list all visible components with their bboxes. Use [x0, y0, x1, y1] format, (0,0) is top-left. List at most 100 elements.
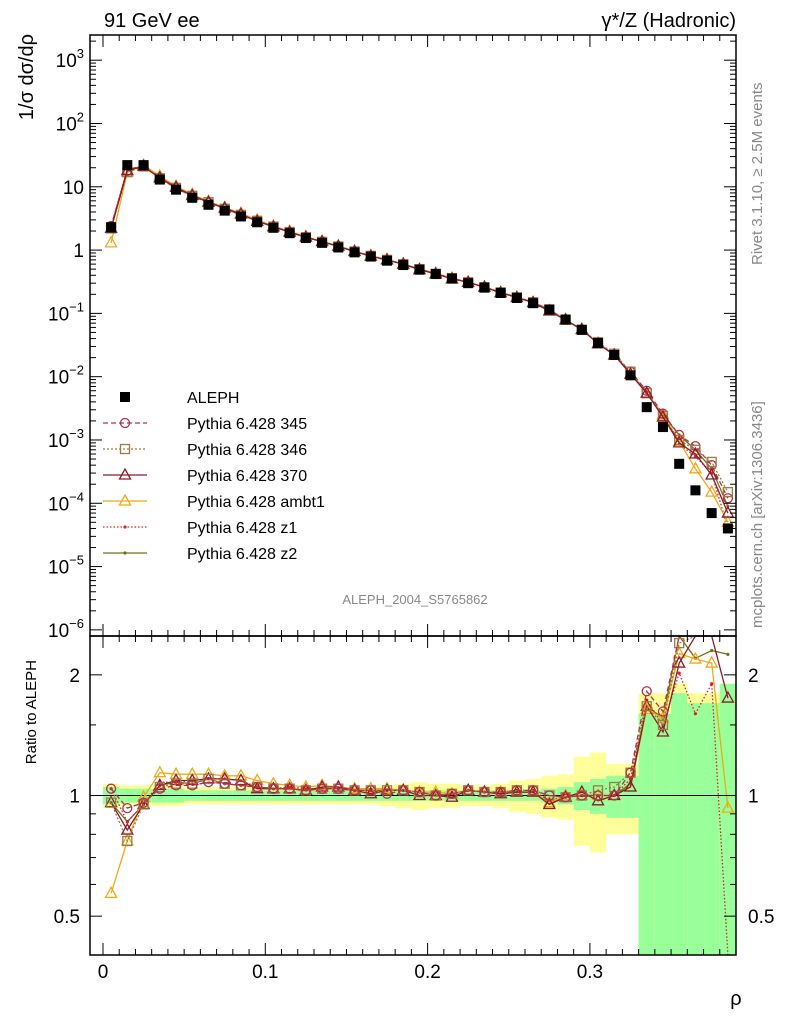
ratio-point-p370: [445, 789, 459, 802]
point-data: [641, 402, 652, 413]
ratio-point-p345: [105, 783, 117, 794]
y-tick-label: 10−3: [48, 426, 84, 452]
ratio-plot-series: [104, 634, 735, 956]
ratio-point-p345: [527, 785, 539, 796]
y-tick-label: 102: [56, 109, 84, 135]
ratio-point-p345: [576, 790, 587, 801]
ratio-point-p370: [510, 784, 524, 797]
point-data: [171, 184, 182, 195]
y-tick-label: 10−6: [48, 616, 84, 642]
point-data: [495, 287, 506, 298]
ratio-point-p345: [414, 786, 425, 798]
point-ambt1: [705, 484, 719, 497]
point-p370: [640, 385, 654, 398]
point-ambt1: [672, 434, 686, 447]
y-tick-label: 10: [63, 178, 84, 199]
point-ambt1: [104, 235, 118, 248]
ratio-point-p346: [122, 835, 133, 847]
point-data: [122, 160, 133, 171]
ratio-point-ambt1: [234, 768, 248, 781]
ratio-point-z1: [710, 682, 714, 686]
ratio-point-z1: [288, 785, 292, 789]
ratio-point-p345: [203, 776, 214, 788]
ratio-y-tick-label-right: 2: [748, 666, 759, 687]
ratio-point-p345: [544, 790, 555, 801]
ratio-point-p345: [122, 802, 133, 814]
point-data: [268, 222, 279, 233]
point-data: [706, 508, 717, 519]
point-data: [349, 247, 360, 258]
ratio-point-ambt1: [688, 651, 703, 664]
main-plot-series: [104, 157, 735, 534]
ratio-point-p370: [721, 690, 735, 703]
ratio-point-p370: [120, 822, 134, 835]
point-p370: [688, 446, 703, 459]
ratio-point-p345: [316, 783, 328, 794]
point-p370: [705, 467, 719, 480]
ratio-y-tick-label: 0.5: [54, 907, 80, 928]
band-inner-bin: [703, 703, 720, 955]
legend-label-ambt1: Pythia 6.428 ambt1: [187, 494, 325, 511]
point-ambt1: [688, 461, 703, 474]
ratio-point-ambt1: [640, 702, 654, 715]
ratio-point-p345: [284, 783, 295, 794]
point-data: [657, 422, 668, 433]
x-tick-label: 0.1: [252, 962, 278, 983]
analysis-watermark: ALEPH_2004_S5765862: [342, 592, 487, 607]
ratio-line-z1: [110, 671, 729, 956]
ratio-point-ambt1: [656, 710, 670, 723]
ratio-point-ambt1: [364, 781, 378, 794]
point-data: [690, 485, 701, 496]
ratio-y-tick-label-right: 0.5: [748, 907, 774, 928]
ratio-point-p345: [592, 790, 604, 801]
ratio-point-p345: [349, 785, 360, 796]
series-line-p370: [110, 165, 729, 514]
x-axis-label: ρ: [730, 988, 741, 1010]
ratio-point-p370: [623, 779, 638, 792]
point-data: [252, 217, 263, 228]
ratio-point-z1: [693, 712, 698, 716]
ratio-point-z1: [304, 787, 308, 791]
ratio-point-p345: [657, 706, 669, 717]
point-data: [609, 350, 620, 361]
point-data: [382, 255, 393, 266]
ratio-point-p345: [170, 780, 182, 791]
point-data: [560, 314, 571, 325]
ratio-point-p370: [672, 655, 686, 668]
header-right-label: γ*/Z (Hadronic): [602, 10, 736, 32]
point-data: [365, 251, 376, 262]
point-data: [187, 192, 198, 203]
ratio-point-p345: [479, 786, 490, 798]
ratio-point-z2: [726, 652, 730, 656]
ratio-y-tick-label-right: 1: [748, 787, 759, 808]
point-data: [203, 199, 214, 210]
ratio-point-p345: [495, 786, 506, 798]
ratio-point-p345: [381, 788, 393, 799]
ratio-point-p346: [674, 637, 685, 649]
ratio-point-p345: [333, 783, 344, 794]
legend-marker-z1: [123, 525, 127, 529]
legend-label-z1: Pythia 6.428 z1: [187, 520, 297, 537]
legend-label-z2: Pythia 6.428 z2: [187, 546, 297, 563]
point-p345: [722, 493, 734, 504]
band-inner-bin: [654, 713, 672, 955]
ratio-point-p346: [641, 701, 652, 712]
rivet-version-label: Rivet 3.1.10, ≥ 2.5M events: [749, 83, 766, 266]
ratio-point-p345: [138, 797, 149, 808]
ratio-point-p370: [364, 786, 378, 799]
y-tick-label: 103: [56, 46, 84, 72]
legend-marker-p370: [118, 467, 132, 480]
ratio-point-p345: [300, 785, 312, 796]
ratio-point-z1: [677, 671, 681, 675]
legend-label-data: ALEPH: [187, 390, 239, 407]
x-tick-label: 0.2: [414, 962, 440, 983]
ratio-y-axis-label: Ratio to ALEPH: [23, 660, 40, 764]
point-data: [511, 292, 522, 303]
ratio-point-p345: [463, 785, 474, 796]
ratio-point-p345: [252, 781, 263, 793]
ratio-point-p370: [494, 786, 508, 799]
ratio-point-ambt1: [380, 781, 394, 794]
point-data: [219, 205, 230, 216]
point-data: [722, 523, 733, 534]
